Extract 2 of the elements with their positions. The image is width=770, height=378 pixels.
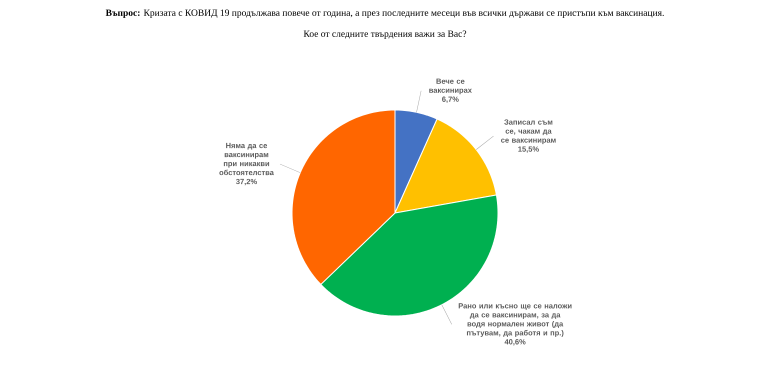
chart-subtitle: Кое от следните твърдения важи за Вас?	[304, 30, 466, 39]
chart-title: Въпрос: Кризата с КОВИД 19 продължава повече от година, а през последните месеци във всички държави се пристъпи към ваксинация.	[106, 10, 664, 18]
